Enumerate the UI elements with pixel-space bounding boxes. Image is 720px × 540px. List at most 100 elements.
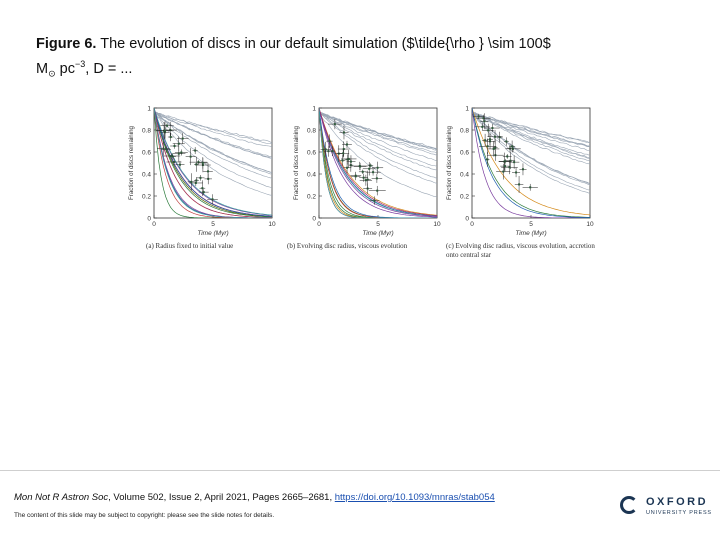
data-point [502, 170, 505, 173]
caption-c: (c) Evolving disc radius, viscous evolut… [446, 242, 595, 259]
slow-curve [319, 112, 437, 179]
data-point [506, 155, 509, 158]
data-point [486, 145, 489, 148]
y-tick-label: 0.8 [460, 128, 469, 135]
data-point [169, 129, 172, 132]
data-point [375, 177, 378, 180]
data-point [359, 165, 362, 168]
fast-curve [154, 108, 272, 218]
y-tick-label: 0.2 [307, 194, 316, 201]
y-tick-label: 0.6 [307, 150, 316, 157]
data-point [364, 179, 367, 182]
data-point [342, 152, 345, 155]
data-point [346, 166, 349, 169]
data-point [165, 124, 168, 127]
caption-b: (b) Evolving disc radius, viscous evolut… [287, 242, 408, 250]
slow-curve [472, 111, 590, 147]
data-point [328, 140, 331, 143]
data-point [483, 120, 486, 123]
x-tick-label: 0 [317, 221, 321, 228]
data-point [165, 148, 168, 151]
data-point [494, 146, 497, 149]
fast-curve [154, 108, 272, 218]
curves [319, 108, 437, 218]
slow-curve [472, 111, 590, 156]
data-point [494, 135, 497, 138]
x-tick-label: 5 [211, 221, 215, 228]
data-point [177, 142, 180, 145]
journal-name: Mon Not R Astron Soc [14, 492, 109, 503]
citation: Mon Not R Astron Soc, Volume 502, Issue … [14, 492, 495, 503]
caption-a: (a) Radius fixed to initial value [146, 242, 234, 250]
slow-curve [154, 112, 272, 196]
slow-curve [154, 113, 272, 179]
y-tick-label: 1 [465, 106, 469, 113]
data-point [521, 168, 524, 171]
figure-title-unit: pc [59, 60, 75, 77]
y-axis-label: Fraction of discs remaining [128, 125, 135, 199]
y-tick-label: 0.2 [142, 194, 151, 201]
slow-curve [319, 111, 437, 171]
data-point [324, 148, 327, 151]
data-point [361, 170, 364, 173]
data-point [366, 187, 369, 190]
data-point [482, 117, 485, 120]
slow-curve [319, 112, 437, 184]
data-point [195, 163, 198, 166]
data-point [170, 154, 173, 157]
data-point [481, 125, 484, 128]
y-tick-label: 0 [465, 216, 469, 223]
data-point [194, 181, 197, 184]
slow-curve [154, 111, 272, 173]
data-point [347, 157, 350, 160]
data-point [331, 150, 334, 153]
panel-a: 0 0.2 0.4 0.6 0.8 1 0 5 10 Time (Myr) Fraction of … [118, 100, 278, 251]
data-point [487, 129, 490, 132]
data-point [345, 143, 348, 146]
y-tick-label: 0.4 [142, 172, 151, 179]
logo-name: OXFORD [646, 496, 709, 508]
fast-curve [319, 108, 437, 218]
data-point [477, 115, 480, 118]
data-point [190, 180, 193, 183]
data-point [376, 189, 379, 192]
plot-frame [318, 107, 438, 219]
fast-curve [319, 108, 437, 218]
x-axis-label: Time (Myr) [362, 230, 393, 237]
slow-curve [319, 112, 437, 198]
data-point [515, 171, 518, 174]
data-point [189, 155, 192, 158]
figure-title: Figure 6. The evolution of discs in our … [36, 34, 556, 84]
y-axis-label: Fraction of discs remaining [293, 125, 300, 199]
data-point [488, 138, 491, 141]
data-point [505, 140, 508, 143]
data-point [366, 178, 369, 181]
data-point [197, 161, 200, 164]
doi-link[interactable]: https://doi.org/10.1093/mnras/stab054 [334, 492, 495, 503]
x-tick-label: 10 [268, 221, 276, 228]
unit-exponent: −3 [75, 59, 86, 69]
data-point [195, 179, 198, 182]
data-point [346, 158, 349, 161]
copyright-notice: The content of this slide may be subject… [14, 512, 275, 519]
logo-sub: UNIVERSITY PRESS [646, 510, 712, 516]
sun-symbol: ⊙ [48, 68, 56, 79]
data-point [178, 163, 181, 166]
slow-curve [154, 111, 272, 144]
data-point [162, 147, 165, 150]
data-point [354, 175, 357, 178]
curves [472, 108, 590, 218]
panel-b: 0 0.2 0.4 0.6 0.8 1 0 5 10 Time (Myr) Fraction of … [283, 100, 443, 251]
data-point [508, 166, 511, 169]
x-tick-label: 10 [433, 221, 441, 228]
slow-curve [154, 112, 272, 160]
fast-curve [472, 108, 590, 218]
slow-curve [472, 111, 590, 144]
data-point [373, 199, 376, 202]
data-point [498, 136, 501, 139]
slow-curve [472, 112, 590, 191]
slow-curve [472, 112, 590, 158]
x-tick-label: 10 [586, 221, 594, 228]
